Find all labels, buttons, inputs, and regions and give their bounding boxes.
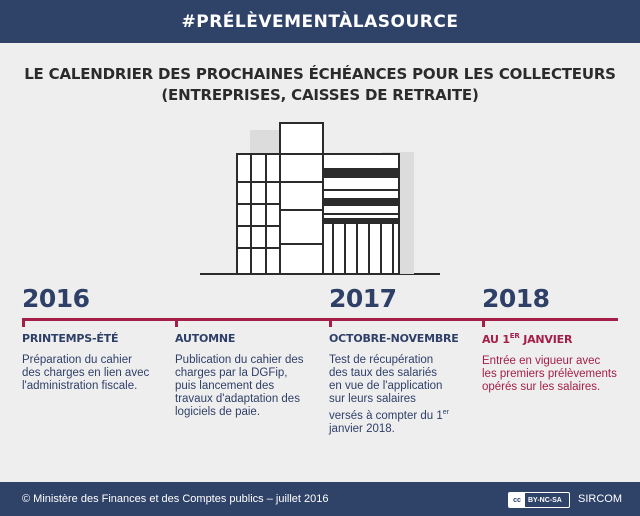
milestone-period: AU 1ER JANVIER [482, 332, 573, 346]
title-line-1: LE CALENDRIER DES PROCHAINES ÉCHÉANCES P… [24, 65, 616, 83]
header-bar: #PRÉLÈVEMENTÀLASOURCE [0, 0, 640, 43]
year-2016: 2016 [22, 284, 90, 313]
year-2018: 2018 [482, 284, 550, 313]
license-label: BY-NC-SA [528, 496, 562, 504]
footer-bar: © Ministère des Finances et des Comptes … [0, 482, 640, 516]
infographic-title: LE CALENDRIER DES PROCHAINES ÉCHÉANCES P… [0, 64, 640, 106]
timeline-axis [22, 318, 618, 321]
timeline-tick [22, 318, 25, 327]
timeline-tick [482, 318, 485, 327]
milestone-period: PRINTEMPS-ÉTÉ [22, 332, 119, 345]
milestone-period: AUTOMNE [175, 332, 236, 345]
title-line-2: (ENTREPRISES, CAISSES DE RETRAITE) [161, 86, 479, 104]
copyright-text: © Ministère des Finances et des Comptes … [22, 493, 329, 505]
milestone-description: Entrée en vigueur avec les premiers prél… [482, 355, 617, 393]
timeline-tick [175, 318, 178, 327]
milestone-description: Publication du cahier des charges par la… [175, 354, 304, 418]
milestone-description: Test de récupération des taux des salari… [329, 354, 450, 435]
milestone-autumn: AUTOMNE Publication du cahier des charge… [175, 332, 305, 419]
milestone-period: OCTOBRE-NOVEMBRE [329, 332, 459, 345]
brand-label: SIRCOM [578, 493, 622, 505]
timeline-tick [329, 318, 332, 327]
milestone-description: Préparation du cahier des charges en lie… [22, 354, 150, 392]
milestone-spring-summer: PRINTEMPS-ÉTÉ Préparation du cahier des … [22, 332, 152, 393]
office-building-icon [200, 122, 440, 275]
creative-commons-icon: cc [509, 493, 525, 507]
milestone-october-november: OCTOBRE-NOVEMBRE Test de récupération de… [329, 332, 459, 436]
hashtag-title: #PRÉLÈVEMENTÀLASOURCE [181, 11, 459, 32]
milestone-january: AU 1ER JANVIER Entrée en vigueur avec le… [482, 332, 617, 394]
license-badge: cc BY-NC-SA [508, 492, 570, 508]
year-2017: 2017 [329, 284, 397, 313]
